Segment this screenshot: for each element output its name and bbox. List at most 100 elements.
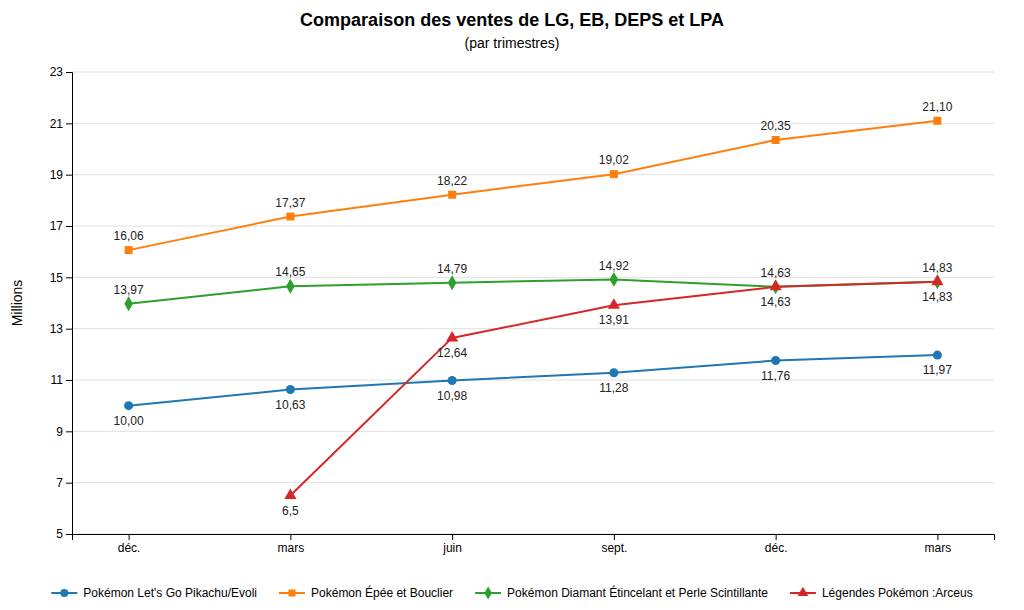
x-axis-line [73, 535, 995, 541]
data-label: 19,02 [599, 153, 629, 167]
y-tick-label: 13 [50, 322, 64, 336]
data-label: 13,91 [599, 313, 629, 327]
data-label: 11,76 [761, 369, 790, 383]
y-tick: 23 [50, 65, 72, 79]
point [933, 117, 941, 125]
y-tick-label: 5 [56, 527, 63, 541]
data-label: 14,65 [275, 265, 305, 279]
point [125, 246, 133, 254]
legend-item: Pokémon Épée et Bouclier [279, 585, 453, 600]
series-line [129, 121, 938, 250]
y-tick-mark [66, 329, 72, 330]
y-tick: 15 [50, 271, 72, 285]
data-label: 11,28 [599, 381, 628, 395]
point [124, 401, 133, 410]
series-line [129, 279, 938, 303]
point [286, 385, 295, 394]
point [610, 170, 618, 178]
data-label: 16,06 [114, 229, 144, 243]
data-label: 12,64 [437, 346, 467, 360]
legend-symbol [288, 589, 295, 596]
y-tick-mark [66, 534, 72, 535]
x-tick: déc. [118, 534, 141, 555]
legend-label: Pokémon Let's Go Pikachu/Evoli [83, 586, 257, 600]
data-label: 18,22 [437, 174, 467, 188]
plot: 5 7 9 11 13 15 17 19 21 23 déc. mars juin sept. déc. ma… [50, 65, 995, 554]
point [609, 368, 618, 377]
data-label: 10,98 [437, 389, 467, 403]
legend-label: Légendes Pokémon :Arceus [822, 586, 973, 600]
data-label: 6,5 [282, 504, 299, 518]
legend-symbol [798, 587, 809, 596]
x-tick-label: mars [925, 541, 952, 555]
point [446, 331, 458, 342]
grid [72, 72, 994, 534]
point [286, 279, 295, 294]
point [772, 136, 780, 144]
x-tick-mark [937, 534, 938, 540]
data-label: 20,35 [761, 119, 791, 133]
series-line [129, 355, 938, 406]
x-tick-label: juin [442, 541, 462, 555]
point [448, 191, 456, 199]
y-axis: 5 7 9 11 13 15 17 19 21 23 [50, 65, 73, 541]
grid-line [72, 482, 994, 483]
y-tick: 21 [50, 117, 72, 131]
data-label: 13,97 [114, 283, 144, 297]
grid-line [72, 123, 994, 124]
y-tick: 11 [51, 373, 72, 387]
subtitle: (par trimestres) [465, 35, 560, 51]
point [284, 488, 296, 499]
y-tick: 17 [50, 219, 72, 233]
y-tick: 13 [50, 322, 72, 336]
point [931, 275, 943, 286]
data-label: 17,37 [275, 196, 305, 210]
x-tick-label: déc. [118, 541, 141, 555]
x-tick-mark [614, 534, 615, 540]
data-label: 11,97 [923, 363, 952, 377]
data-label: 14,63 [761, 266, 791, 280]
y-tick-label: 7 [56, 476, 63, 490]
y-tick-mark [66, 380, 72, 381]
data-label: 14,79 [437, 262, 467, 276]
grid-line [72, 174, 994, 175]
data-labels: 10,0010,6310,9811,2811,7611,9716,0617,37… [114, 100, 953, 518]
legend-item: Pokémon Let's Go Pikachu/Evoli [51, 586, 257, 600]
point [610, 272, 619, 287]
grid-line [72, 328, 994, 329]
marks [124, 117, 943, 499]
x-tick-label: mars [278, 541, 305, 555]
y-tick-label: 19 [50, 168, 64, 182]
grid-line [72, 431, 994, 432]
x-axis: déc. mars juin sept. déc. mars [73, 534, 995, 555]
y-tick-mark [66, 431, 72, 432]
x-tick-label: sept. [601, 541, 627, 555]
y-axis-title: Millions [9, 280, 25, 327]
grid-line [72, 226, 994, 227]
data-label: 21,10 [922, 100, 952, 114]
chart: Comparaison des ventes de LG, EB, DEPS e… [0, 0, 1024, 610]
y-tick-label: 9 [56, 425, 63, 439]
y-tick-mark [66, 72, 72, 73]
y-tick: 7 [56, 476, 72, 490]
x-tick-mark [129, 534, 130, 540]
y-axis-line [66, 73, 73, 535]
x-tick-label: déc. [765, 541, 788, 555]
point [448, 376, 457, 385]
y-tick-mark [66, 123, 72, 124]
y-tick-label: 17 [50, 219, 64, 233]
data-label: 14,92 [599, 259, 629, 273]
point [286, 213, 294, 221]
y-tick: 19 [50, 168, 72, 182]
legend-label: Pokémon Épée et Bouclier [311, 585, 453, 600]
x-tick: juin [442, 534, 462, 555]
grid-line [72, 277, 994, 278]
x-tick-mark [290, 534, 291, 540]
y-tick-label: 15 [50, 271, 64, 285]
grid-line [72, 72, 994, 73]
legend: Pokémon Let's Go Pikachu/Evoli Pokémon Ép… [51, 585, 972, 600]
y-tick-mark [66, 175, 72, 176]
point [124, 296, 133, 311]
x-tick-mark [452, 534, 453, 540]
title: Comparaison des ventes de LG, EB, DEPS e… [300, 10, 724, 30]
